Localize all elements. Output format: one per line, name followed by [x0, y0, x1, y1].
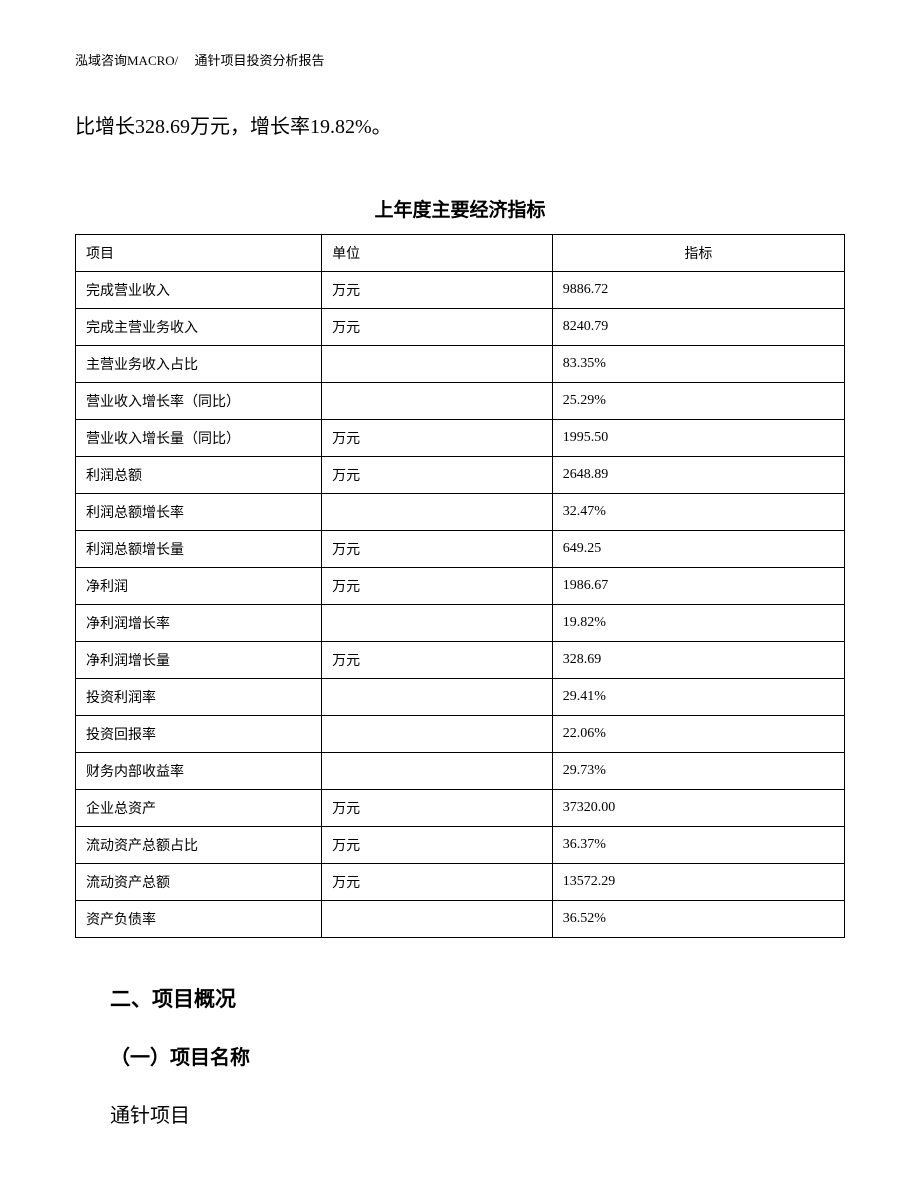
table-row: 利润总额 万元 2648.89 — [76, 457, 845, 494]
row-name: 财务内部收益率 — [76, 753, 322, 790]
table-row: 流动资产总额占比 万元 36.37% — [76, 827, 845, 864]
row-value: 328.69 — [552, 642, 844, 679]
row-unit — [322, 346, 553, 383]
row-value: 29.73% — [552, 753, 844, 790]
row-unit — [322, 716, 553, 753]
row-name: 净利润增长率 — [76, 605, 322, 642]
row-name: 利润总额 — [76, 457, 322, 494]
table-row: 投资利润率 29.41% — [76, 679, 845, 716]
row-unit: 万元 — [322, 457, 553, 494]
economic-indicators-table: 项目 单位 指标 完成营业收入 万元 9886.72 完成主营业务收入 万元 8… — [75, 234, 845, 938]
table-row: 净利润增长量 万元 328.69 — [76, 642, 845, 679]
row-unit: 万元 — [322, 864, 553, 901]
table-row: 营业收入增长率（同比） 25.29% — [76, 383, 845, 420]
row-value: 32.47% — [552, 494, 844, 531]
row-unit — [322, 901, 553, 938]
table-title: 上年度主要经济指标 — [75, 195, 845, 222]
col-header-indicator: 指标 — [552, 235, 844, 272]
page-header: 泓域咨询MACRO/ 通针项目投资分析报告 — [75, 50, 845, 69]
row-name: 利润总额增长率 — [76, 494, 322, 531]
row-value: 1986.67 — [552, 568, 844, 605]
row-name: 主营业务收入占比 — [76, 346, 322, 383]
row-unit: 万元 — [322, 790, 553, 827]
row-name: 企业总资产 — [76, 790, 322, 827]
row-name: 完成主营业务收入 — [76, 309, 322, 346]
col-header-unit: 单位 — [322, 235, 553, 272]
row-value: 37320.00 — [552, 790, 844, 827]
row-value: 36.37% — [552, 827, 844, 864]
table-row: 财务内部收益率 29.73% — [76, 753, 845, 790]
col-header-project: 项目 — [76, 235, 322, 272]
row-unit: 万元 — [322, 531, 553, 568]
row-value: 2648.89 — [552, 457, 844, 494]
row-name: 营业收入增长量（同比） — [76, 420, 322, 457]
row-value: 19.82% — [552, 605, 844, 642]
table-row: 利润总额增长量 万元 649.25 — [76, 531, 845, 568]
intro-paragraph: 比增长328.69万元，增长率19.82%。 — [75, 109, 845, 145]
row-value: 25.29% — [552, 383, 844, 420]
table-row: 完成营业收入 万元 9886.72 — [76, 272, 845, 309]
table-row: 利润总额增长率 32.47% — [76, 494, 845, 531]
row-name: 净利润 — [76, 568, 322, 605]
row-unit: 万元 — [322, 827, 553, 864]
row-unit — [322, 753, 553, 790]
section-2-heading: 二、项目概况 — [110, 983, 845, 1013]
row-name: 完成营业收入 — [76, 272, 322, 309]
row-value: 13572.29 — [552, 864, 844, 901]
row-name: 营业收入增长率（同比） — [76, 383, 322, 420]
row-name: 利润总额增长量 — [76, 531, 322, 568]
row-name: 流动资产总额占比 — [76, 827, 322, 864]
table-row: 企业总资产 万元 37320.00 — [76, 790, 845, 827]
row-unit — [322, 679, 553, 716]
row-value: 29.41% — [552, 679, 844, 716]
table-row: 主营业务收入占比 83.35% — [76, 346, 845, 383]
row-unit: 万元 — [322, 642, 553, 679]
row-value: 8240.79 — [552, 309, 844, 346]
row-name: 净利润增长量 — [76, 642, 322, 679]
row-value: 83.35% — [552, 346, 844, 383]
table-row: 资产负债率 36.52% — [76, 901, 845, 938]
row-unit — [322, 383, 553, 420]
table-row: 营业收入增长量（同比） 万元 1995.50 — [76, 420, 845, 457]
table-row: 流动资产总额 万元 13572.29 — [76, 864, 845, 901]
row-value: 1995.50 — [552, 420, 844, 457]
row-unit — [322, 494, 553, 531]
row-name: 投资利润率 — [76, 679, 322, 716]
subsection-2-1-heading: （一）项目名称 — [110, 1041, 845, 1070]
table-row: 净利润 万元 1986.67 — [76, 568, 845, 605]
row-value: 22.06% — [552, 716, 844, 753]
row-value: 9886.72 — [552, 272, 844, 309]
row-unit: 万元 — [322, 272, 553, 309]
table-row: 净利润增长率 19.82% — [76, 605, 845, 642]
table-header-row: 项目 单位 指标 — [76, 235, 845, 272]
row-name: 投资回报率 — [76, 716, 322, 753]
table-row: 完成主营业务收入 万元 8240.79 — [76, 309, 845, 346]
row-name: 流动资产总额 — [76, 864, 322, 901]
row-unit: 万元 — [322, 420, 553, 457]
row-unit: 万元 — [322, 309, 553, 346]
row-value: 649.25 — [552, 531, 844, 568]
row-unit — [322, 605, 553, 642]
project-name-text: 通针项目 — [110, 1098, 845, 1134]
row-value: 36.52% — [552, 901, 844, 938]
row-name: 资产负债率 — [76, 901, 322, 938]
row-unit: 万元 — [322, 568, 553, 605]
table-row: 投资回报率 22.06% — [76, 716, 845, 753]
